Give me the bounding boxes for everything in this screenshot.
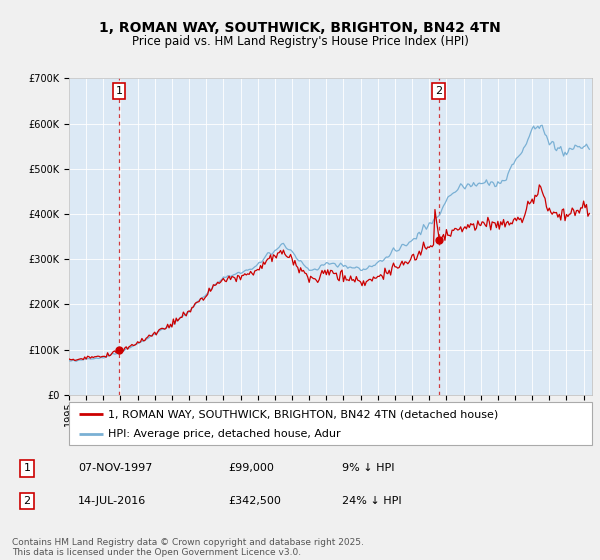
Text: 1: 1 (116, 86, 122, 96)
Text: £342,500: £342,500 (228, 496, 281, 506)
Text: 07-NOV-1997: 07-NOV-1997 (78, 464, 152, 473)
Text: 2: 2 (435, 86, 442, 96)
Text: 9% ↓ HPI: 9% ↓ HPI (342, 464, 395, 473)
FancyBboxPatch shape (69, 402, 592, 445)
Text: £99,000: £99,000 (228, 464, 274, 473)
Text: 24% ↓ HPI: 24% ↓ HPI (342, 496, 401, 506)
Text: 1, ROMAN WAY, SOUTHWICK, BRIGHTON, BN42 4TN: 1, ROMAN WAY, SOUTHWICK, BRIGHTON, BN42 … (99, 21, 501, 35)
Text: Contains HM Land Registry data © Crown copyright and database right 2025.
This d: Contains HM Land Registry data © Crown c… (12, 538, 364, 557)
Text: 1: 1 (23, 464, 31, 473)
Text: 14-JUL-2016: 14-JUL-2016 (78, 496, 146, 506)
Text: 1, ROMAN WAY, SOUTHWICK, BRIGHTON, BN42 4TN (detached house): 1, ROMAN WAY, SOUTHWICK, BRIGHTON, BN42 … (108, 409, 499, 419)
Text: 2: 2 (23, 496, 31, 506)
Text: Price paid vs. HM Land Registry's House Price Index (HPI): Price paid vs. HM Land Registry's House … (131, 35, 469, 48)
Text: HPI: Average price, detached house, Adur: HPI: Average price, detached house, Adur (108, 430, 341, 440)
